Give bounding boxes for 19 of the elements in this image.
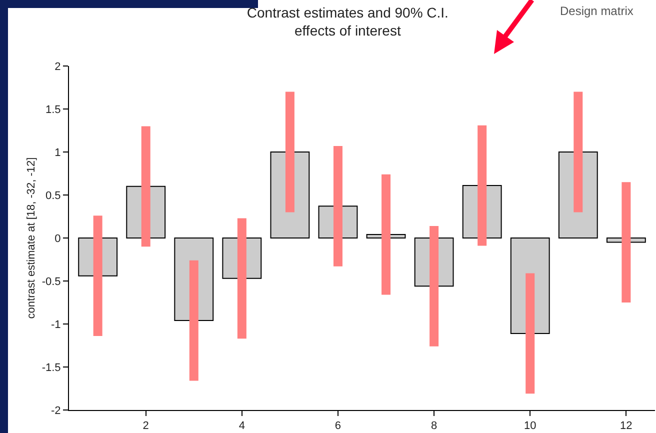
y-tick-label: 2 xyxy=(54,60,61,73)
chart-subtitle: effects of interest xyxy=(294,22,401,39)
y-tick-label: 0 xyxy=(54,232,61,245)
y-tick-label: -1 xyxy=(51,318,61,331)
y-tick-label: 1 xyxy=(54,146,61,159)
x-tick-label: 10 xyxy=(524,420,536,432)
y-tick-label: 0.5 xyxy=(46,190,61,202)
y-tick-label: -2 xyxy=(51,404,61,417)
x-tick-label: 2 xyxy=(142,420,149,432)
x-tick-label: 12 xyxy=(620,420,632,432)
x-tick-label: 8 xyxy=(430,420,438,432)
chart-title: Contrast estimates and 90% C.I. xyxy=(246,4,448,20)
text: Design matrix xyxy=(560,4,634,18)
y-tick-label: -0.5 xyxy=(42,276,61,288)
y-tick-label: -1.5 xyxy=(42,362,61,374)
y-axis-title: contrast estimate at [18, -32, -12] xyxy=(25,157,38,319)
y-tick-label: 1.5 xyxy=(46,104,61,116)
x-tick-label: 4 xyxy=(238,420,245,432)
x-tick-label: 6 xyxy=(334,420,342,432)
